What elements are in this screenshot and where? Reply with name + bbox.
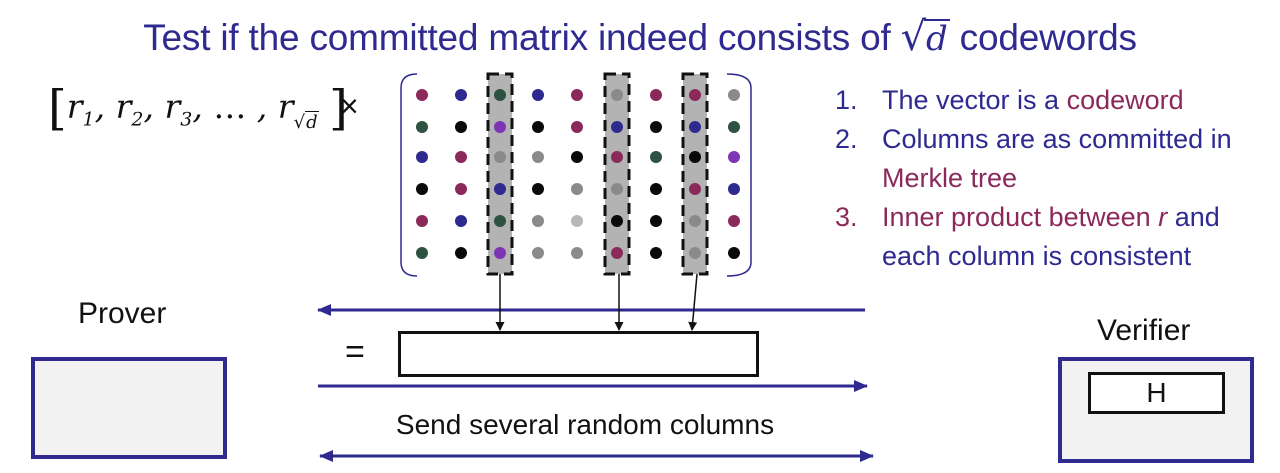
matrix-dot-r5-c1 — [455, 247, 467, 259]
check-number: 1. — [835, 85, 858, 115]
matrix-dot-r0-c7 — [689, 89, 701, 101]
times-symbol: × — [340, 88, 359, 124]
matrix-dot-r1-c6 — [650, 121, 662, 133]
matrix-dot-r1-c5 — [611, 121, 623, 133]
check-number: 2. — [835, 124, 858, 154]
prover-box — [31, 357, 227, 459]
matrix-dot-r4-c8 — [728, 215, 740, 227]
matrix-dot-r4-c2 — [494, 215, 506, 227]
matrix-dot-r1-c4 — [571, 121, 583, 133]
check-text: The vector is a codeword — [882, 85, 1184, 115]
matrix-dot-r0-c8 — [728, 89, 740, 101]
result-vector-box — [398, 331, 759, 377]
matrix-dot-r1-c3 — [532, 121, 544, 133]
committed-matrix — [400, 72, 752, 277]
hash-box: H — [1088, 372, 1225, 414]
sqrt-d-symbol: √d — [900, 14, 950, 60]
check-item-3: 3. Inner product between r and each colum… — [835, 198, 1280, 276]
matrix-dot-r5-c2 — [494, 247, 506, 259]
matrix-dot-r4-c0 — [416, 215, 428, 227]
verifier-checks-list: 1. The vector is a codeword 2. Columns are … — [835, 81, 1280, 276]
matrix-dot-r2-c7 — [689, 151, 701, 163]
check-text: Inner product between r and each column … — [882, 202, 1220, 271]
prover-label: Prover — [78, 297, 167, 330]
highlighted-column-2 — [486, 72, 514, 276]
matrix-dot-r0-c3 — [532, 89, 544, 101]
matrix-dot-r0-c5 — [611, 89, 623, 101]
matrix-dot-r5-c5 — [611, 247, 623, 259]
matrix-dot-r4-c6 — [650, 215, 662, 227]
matrix-dot-r2-c8 — [728, 151, 740, 163]
matrix-dot-r0-c0 — [416, 89, 428, 101]
matrix-dot-r0-c4 — [571, 89, 583, 101]
title-suffix: codewords — [959, 17, 1137, 58]
slide-title: Test if the committed matrix indeed cons… — [0, 14, 1280, 60]
matrix-dot-r5-c0 — [416, 247, 428, 259]
matrix-dot-r5-c8 — [728, 247, 740, 259]
matrix-dot-r3-c1 — [455, 183, 467, 195]
verifier-label: Verifier — [1097, 314, 1191, 347]
highlighted-column-7 — [681, 72, 709, 276]
check-number: 3. — [835, 202, 858, 232]
matrix-dot-r1-c2 — [494, 121, 506, 133]
highlighted-column-5 — [603, 72, 631, 276]
matrix-dot-r3-c7 — [689, 183, 701, 195]
vector-last-subscript: √d — [293, 111, 319, 133]
matrix-dot-r3-c8 — [728, 183, 740, 195]
matrix-dot-r5-c4 — [571, 247, 583, 259]
matrix-dot-r2-c1 — [455, 151, 467, 163]
matrix-dot-r1-c0 — [416, 121, 428, 133]
matrix-dot-r4-c5 — [611, 215, 623, 227]
vector-open-bracket: [ — [48, 80, 67, 136]
matrix-dot-r2-c5 — [611, 151, 623, 163]
matrix-dot-r4-c3 — [532, 215, 544, 227]
matrix-dot-r3-c2 — [494, 183, 506, 195]
matrix-right-bracket — [726, 73, 752, 277]
matrix-dot-r4-c4 — [571, 215, 583, 227]
matrix-dot-r3-c4 — [571, 183, 583, 195]
matrix-dot-r0-c6 — [650, 89, 662, 101]
matrix-dot-r1-c8 — [728, 121, 740, 133]
matrix-dot-r0-c2 — [494, 89, 506, 101]
matrix-dot-r2-c4 — [571, 151, 583, 163]
matrix-dot-r3-c0 — [416, 183, 428, 195]
check-item-2: 2. Columns are as committed in Merkle tre… — [835, 120, 1280, 198]
matrix-dot-r1-c7 — [689, 121, 701, 133]
matrix-dot-r0-c1 — [455, 89, 467, 101]
send-columns-label: Send several random columns — [395, 409, 775, 440]
matrix-dot-r2-c0 — [416, 151, 428, 163]
matrix-dot-r5-c3 — [532, 247, 544, 259]
check-item-1: 1. The vector is a codeword — [835, 81, 1280, 120]
matrix-dot-r5-c7 — [689, 247, 701, 259]
matrix-dot-r4-c7 — [689, 215, 701, 227]
column-connector-2 — [688, 273, 698, 331]
matrix-left-bracket — [400, 73, 418, 277]
matrix-dot-r5-c6 — [650, 247, 662, 259]
matrix-dot-r3-c5 — [611, 183, 623, 195]
matrix-dot-r2-c6 — [650, 151, 662, 163]
random-vector: [r1, r2, r3, … , r√d ] — [48, 80, 348, 136]
title-prefix: Test if the committed matrix indeed cons… — [143, 17, 891, 58]
check-text: Columns are as committed in Merkle tree — [882, 124, 1232, 193]
equals-symbol: = — [345, 333, 365, 371]
matrix-dot-r3-c3 — [532, 183, 544, 195]
matrix-dot-r2-c2 — [494, 151, 506, 163]
matrix-dot-r2-c3 — [532, 151, 544, 163]
matrix-dot-r4-c1 — [455, 215, 467, 227]
matrix-dot-r3-c6 — [650, 183, 662, 195]
matrix-dot-r1-c1 — [455, 121, 467, 133]
vector-close-bracket: ] — [329, 80, 348, 136]
